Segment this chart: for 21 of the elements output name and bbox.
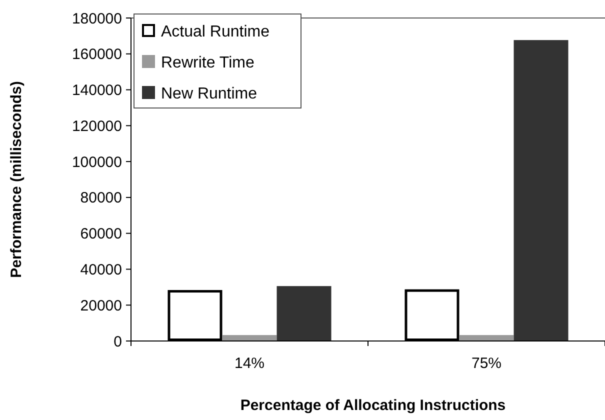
legend-label: Actual Runtime: [161, 24, 270, 41]
bar: [514, 40, 568, 341]
bar: [276, 286, 332, 341]
y-tick-label: 180000: [72, 10, 122, 28]
x-tick-label: 14%: [234, 355, 265, 372]
y-tick-label: 40000: [80, 261, 122, 278]
y-tick-label: 60000: [80, 226, 122, 243]
y-tick-label: 120000: [72, 118, 122, 135]
y-tick-label: 20000: [80, 297, 122, 314]
y-tick-label: 100000: [72, 154, 122, 171]
legend-label: New Runtime: [161, 86, 258, 103]
y-tick-label: 140000: [72, 82, 122, 100]
y-tick-label: 160000: [72, 46, 122, 64]
bar: [222, 335, 277, 341]
y-tick-label: 0: [114, 333, 122, 350]
x-tick-label: 75%: [471, 355, 502, 372]
legend-label: Rewrite Time: [161, 54, 254, 72]
bar: [459, 335, 514, 341]
y-tick-label: 80000: [80, 190, 122, 207]
y-axis-title: Performance (milliseconds): [8, 81, 25, 278]
x-axis-title: Percentage of Allocating Instructions: [240, 397, 506, 414]
